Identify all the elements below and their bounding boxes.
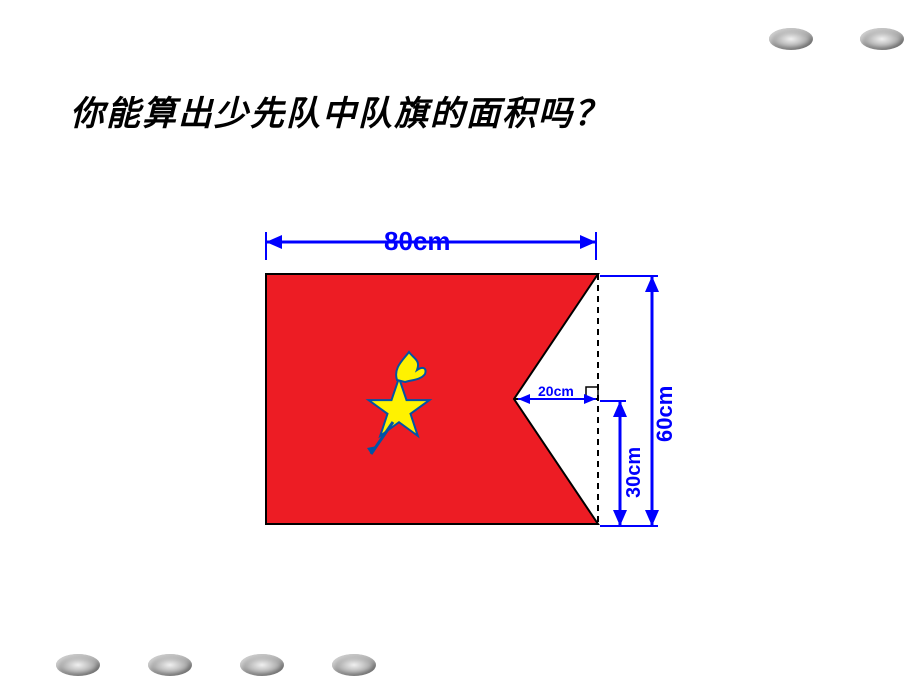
right-dimensions: 60cm 30cm — [600, 272, 710, 530]
height-30-label: 30cm — [623, 447, 645, 498]
width-label: 80cm — [384, 226, 451, 257]
question-title: 你能算出少先队中队旗的面积吗？ — [70, 86, 610, 135]
nav-button-bottom-3[interactable] — [240, 654, 284, 676]
height-60-label: 60cm — [652, 386, 677, 442]
nav-button-top-1[interactable] — [769, 28, 813, 50]
nav-button-bottom-1[interactable] — [56, 654, 100, 676]
nav-button-bottom-2[interactable] — [148, 654, 192, 676]
flag-diagram: 80cm 60cm 30cm — [264, 226, 704, 546]
notch-dimension: 20cm — [514, 384, 600, 414]
nav-button-top-2[interactable] — [860, 28, 904, 50]
nav-button-bottom-4[interactable] — [332, 654, 376, 676]
notch-20-label: 20cm — [538, 384, 574, 399]
